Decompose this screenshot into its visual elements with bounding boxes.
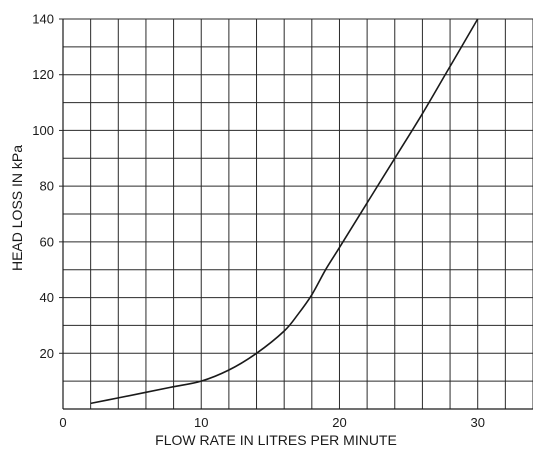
- grid: [63, 18, 533, 409]
- y-tick-label: 140: [32, 12, 54, 27]
- y-tick-label: 100: [32, 123, 54, 138]
- y-tick-label: 60: [40, 234, 54, 249]
- x-tick-label: 20: [332, 415, 346, 430]
- y-tick-label: 40: [40, 290, 54, 305]
- y-tick-label: 120: [32, 67, 54, 82]
- plot-frame: [62, 19, 533, 410]
- head-loss-curve: [90, 18, 479, 405]
- y-tick-label: 20: [40, 346, 54, 361]
- x-tick-label: 30: [470, 415, 484, 430]
- y-axis-label: HEAD LOSS IN kPa: [9, 145, 25, 271]
- x-tick-labels: 0 10 20 30: [59, 415, 485, 430]
- y-tick-label: 80: [40, 179, 54, 194]
- y-tick-labels: 20 40 60 80 100 120 140: [32, 12, 63, 361]
- x-axis-label: FLOW RATE IN LITRES PER MINUTE: [155, 432, 397, 448]
- x-tick-label: 10: [194, 415, 208, 430]
- x-tick-label: 0: [59, 415, 66, 430]
- series-layer: [90, 18, 479, 405]
